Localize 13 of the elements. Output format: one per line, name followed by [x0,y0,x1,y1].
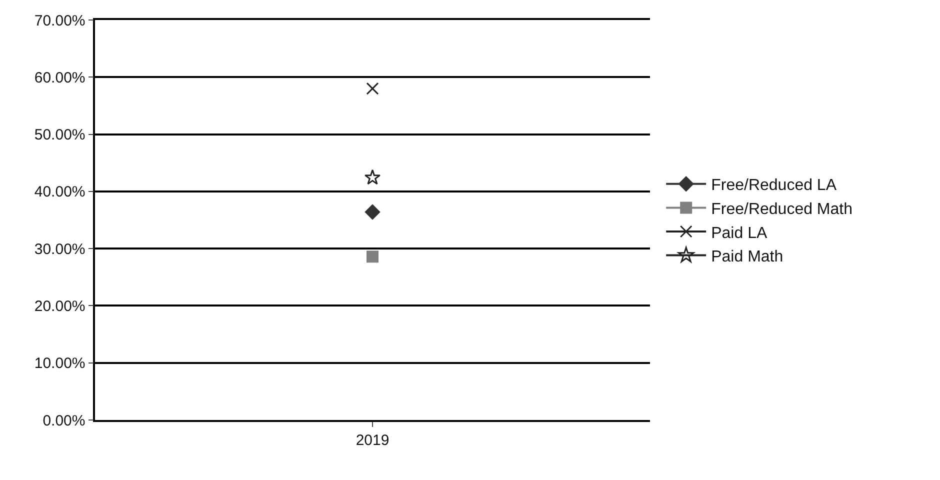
legend-label: Paid LA [711,224,768,242]
y-tick-label: 0.00% [42,412,86,430]
y-tick-label: 60.00% [34,69,86,86]
legend-label: Paid Math [711,248,784,266]
y-tick-label: 30.00% [34,240,86,258]
y-tick-label: 70.00% [34,12,86,30]
y-tick-label: 20.00% [34,298,86,315]
legend-label: Free/Reduced LA [711,177,837,194]
y-tick-label: 10.00% [34,355,86,372]
legend-label: Free/Reduced Math [711,200,853,218]
y-tick-label: 40.00% [34,184,86,201]
y-tick-label: 50.00% [34,126,86,144]
x-tick-label: 2019 [356,432,390,449]
